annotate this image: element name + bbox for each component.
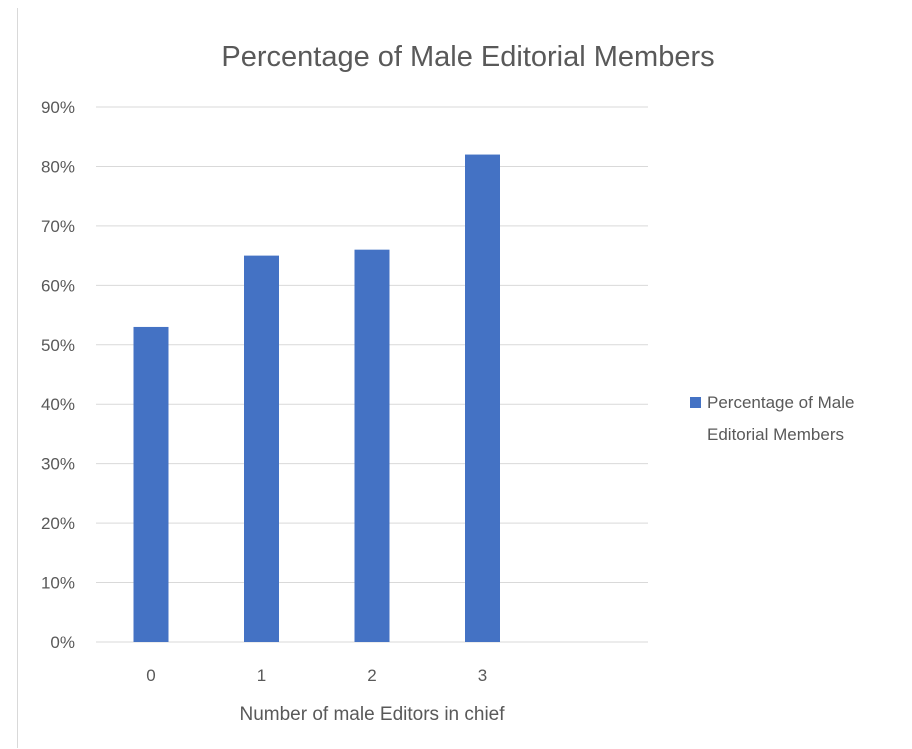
bar xyxy=(465,154,500,643)
y-tick-label: 80% xyxy=(41,157,75,176)
bar xyxy=(133,326,169,642)
y-tick-label: 70% xyxy=(41,217,75,236)
y-tick-label: 40% xyxy=(41,395,75,414)
bars xyxy=(133,154,500,643)
x-axis-ticks: 0 1 2 3 xyxy=(146,666,487,685)
x-tick-label: 1 xyxy=(257,666,266,685)
legend: Percentage of Male Editorial Members xyxy=(690,393,854,444)
y-tick-label: 90% xyxy=(41,98,75,117)
y-tick-label: 20% xyxy=(41,514,75,533)
y-axis-ticks: 0% 10% 20% 30% 40% 50% 60% 70% 80% 90% xyxy=(41,98,75,652)
chart-frame-border xyxy=(17,8,18,748)
legend-swatch xyxy=(690,397,701,408)
x-tick-label: 0 xyxy=(146,666,155,685)
bar xyxy=(354,249,390,642)
legend-label-line-2: Editorial Members xyxy=(707,425,844,444)
y-tick-label: 60% xyxy=(41,276,75,295)
y-tick-label: 50% xyxy=(41,336,75,355)
legend-label-line-1: Percentage of Male xyxy=(707,393,854,412)
y-tick-label: 10% xyxy=(41,574,75,593)
x-tick-label: 3 xyxy=(478,666,487,685)
bar xyxy=(244,255,279,642)
gridlines xyxy=(96,106,648,643)
x-axis-label: Number of male Editors in chief xyxy=(239,704,505,725)
x-tick-label: 2 xyxy=(367,666,376,685)
y-tick-label: 30% xyxy=(41,455,75,474)
chart-title: Percentage of Male Editorial Members xyxy=(221,41,714,73)
y-tick-label: 0% xyxy=(50,633,75,652)
